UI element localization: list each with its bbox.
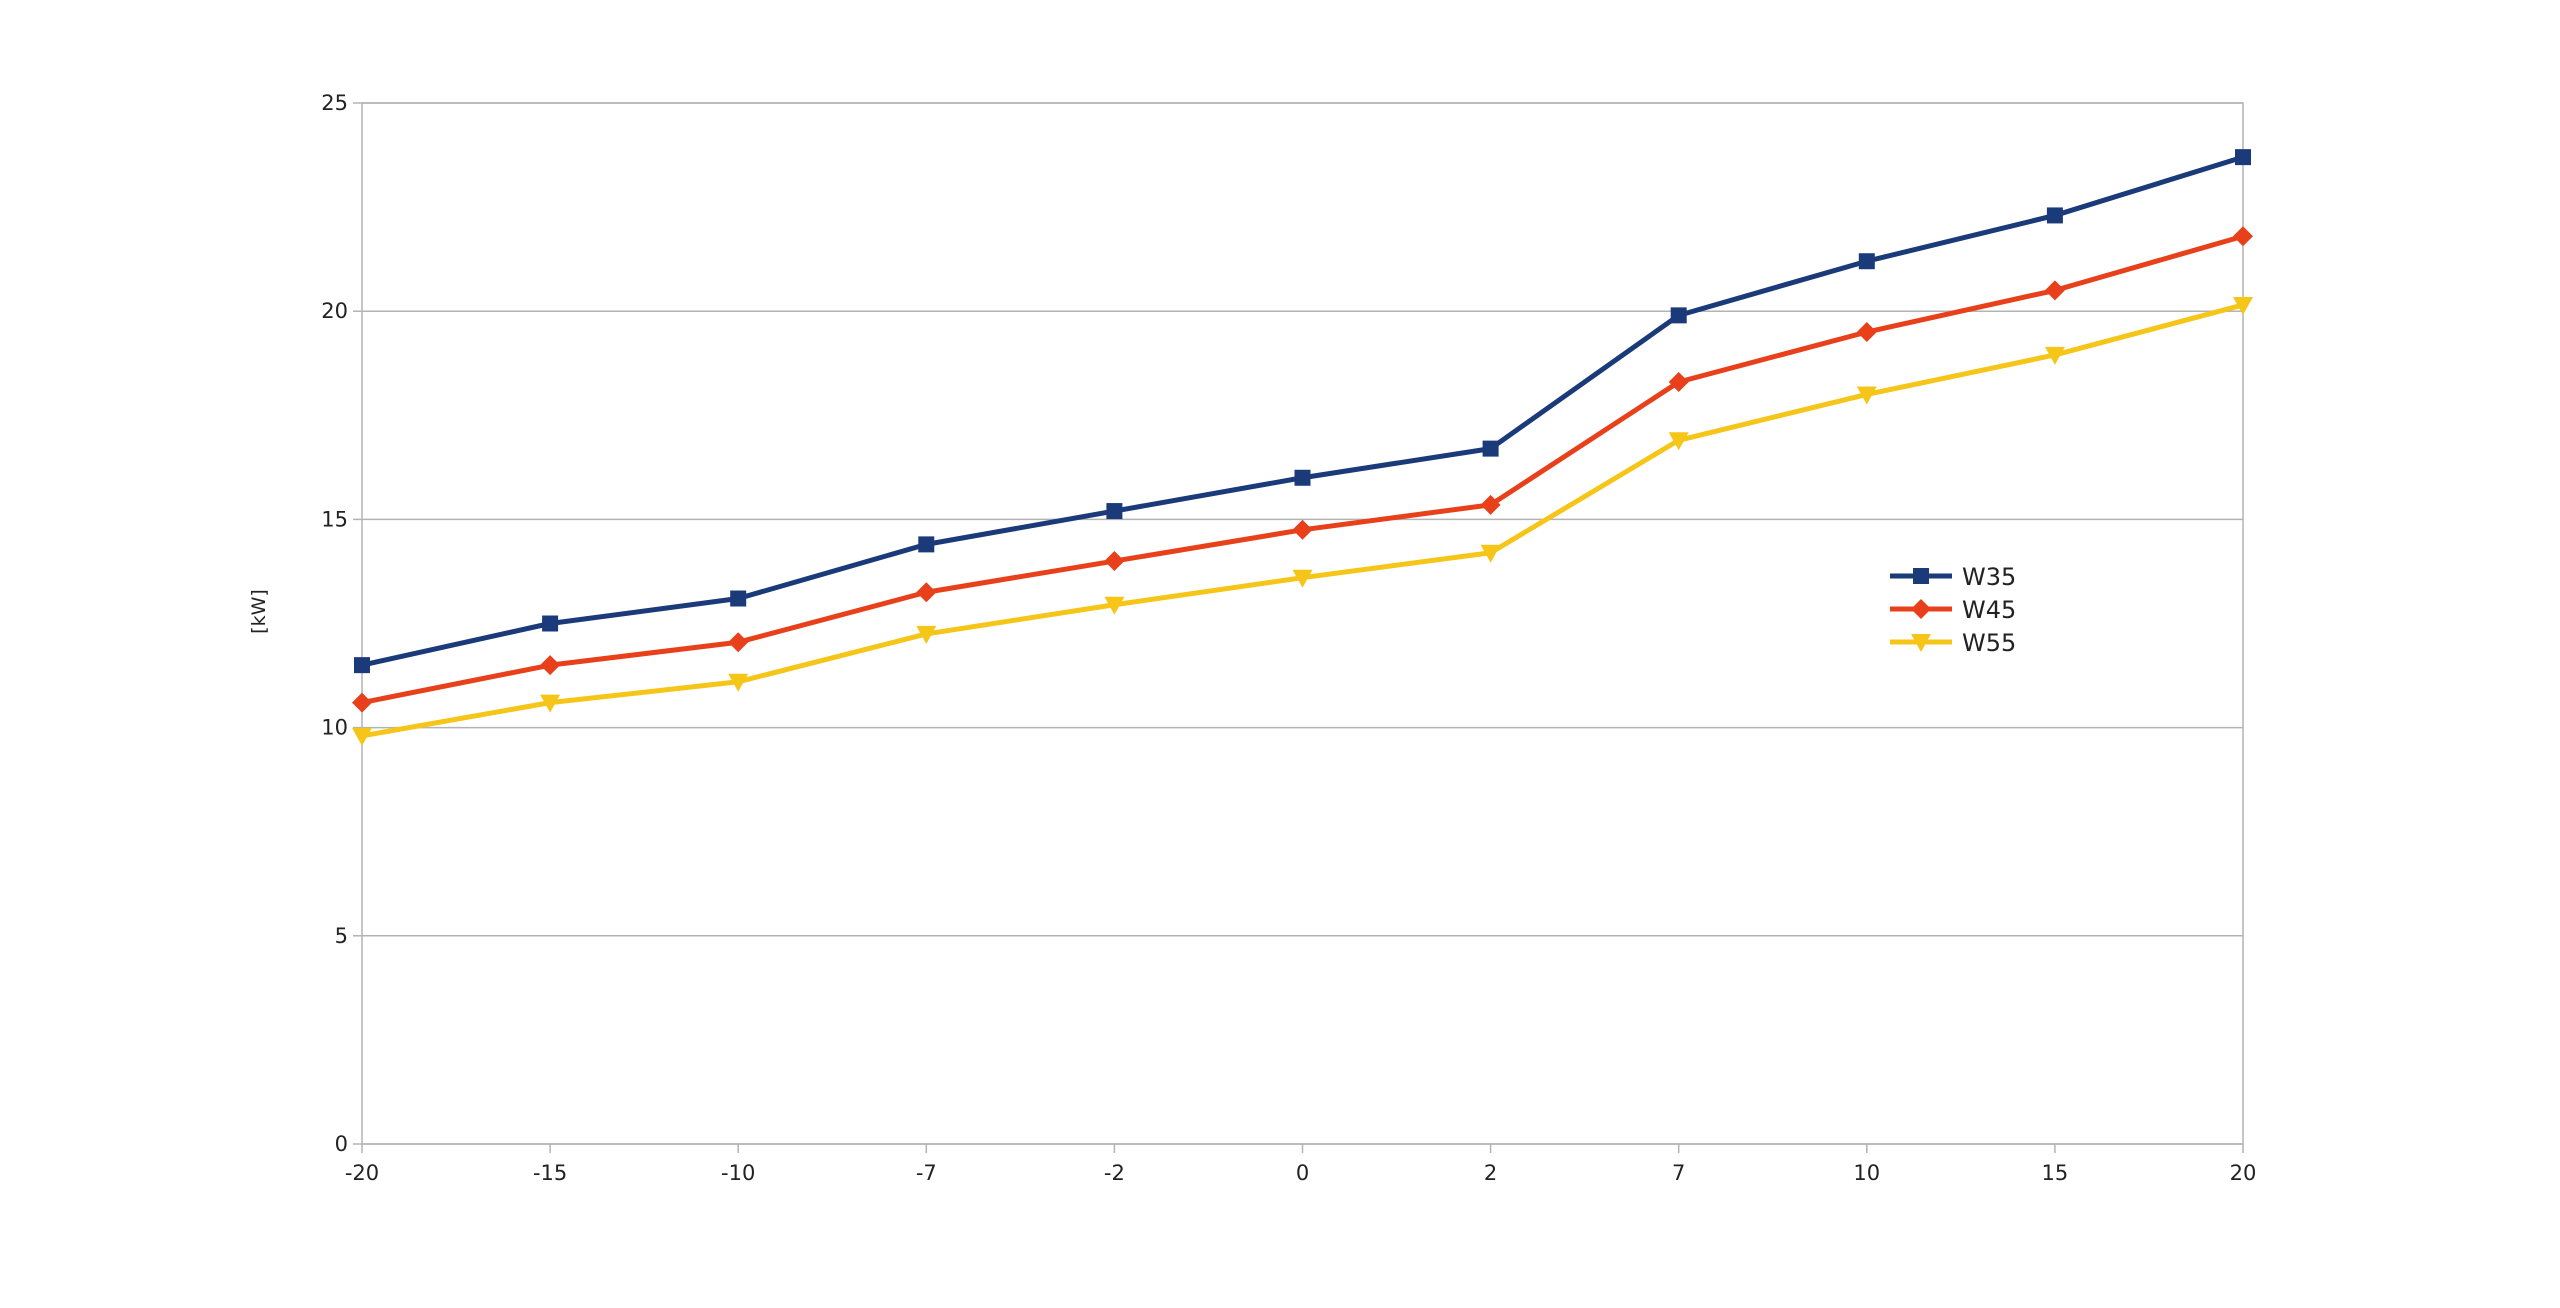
legend-entry-w55: W55 (1890, 629, 2016, 657)
series-w55 (352, 296, 2253, 746)
data-point (728, 673, 749, 692)
data-point (1292, 569, 1313, 588)
data-point (1480, 544, 1501, 563)
series-line (359, 233, 2246, 706)
data-point (1292, 519, 1313, 540)
data-point (1856, 322, 1877, 343)
y-tick-label: 10 (321, 716, 348, 740)
data-point (2044, 346, 2065, 365)
data-point (1482, 440, 1499, 457)
legend-swatch-marker (1911, 634, 1931, 652)
data-point (1668, 432, 1689, 451)
data-point (1670, 307, 1687, 324)
legend-swatch-marker (1913, 568, 1929, 584)
y-tick-label: 5 (335, 924, 348, 948)
x-tick-label: -2 (1104, 1161, 1125, 1185)
data-point (352, 727, 372, 746)
legend-entry-w45: W45 (1890, 596, 2016, 624)
data-point (2044, 280, 2065, 301)
y-tick-label: 0 (335, 1132, 348, 1156)
x-tick-label: -15 (533, 1161, 567, 1185)
data-point (730, 590, 747, 607)
data-point (1104, 551, 1125, 572)
data-point (918, 536, 935, 553)
data-point (542, 615, 559, 632)
x-tick-label: -7 (916, 1161, 937, 1185)
data-point (1480, 494, 1501, 515)
data-point (2235, 149, 2251, 166)
series-w35 (354, 149, 2251, 674)
data-point (354, 657, 370, 674)
x-tick-label: -10 (721, 1161, 755, 1185)
grid-layer (362, 102, 2243, 1145)
data-point (728, 632, 749, 653)
x-tick-label: 20 (2230, 1161, 2257, 1185)
data-point (540, 655, 561, 676)
y-axis-title: [kW] (248, 589, 270, 634)
data-point (1104, 596, 1125, 615)
y-tick-label: 15 (321, 507, 348, 531)
data-point (1856, 386, 1877, 405)
legend-label: W55 (1962, 629, 2016, 657)
data-point (916, 625, 937, 644)
data-point (1106, 503, 1123, 520)
plot-frame (361, 102, 2244, 1145)
legend-entry-w35: W35 (1890, 563, 2016, 591)
data-point (1294, 469, 1311, 486)
y-tick-label: 20 (321, 299, 348, 323)
data-point (916, 582, 937, 603)
data-point (352, 692, 372, 713)
data-point (2233, 296, 2253, 315)
data-point (2046, 207, 2063, 224)
legend-swatch-marker (1911, 599, 1931, 619)
x-tick-label: 7 (1672, 1161, 1685, 1185)
series-line (359, 154, 2246, 668)
data-point (1668, 371, 1689, 392)
x-tick-label: 0 (1296, 1161, 1309, 1185)
y-tick-label: 25 (321, 91, 348, 115)
data-point (1858, 253, 1875, 270)
series-w45 (352, 226, 2253, 713)
series-layer (352, 149, 2253, 746)
x-tick-label: 2 (1484, 1161, 1497, 1185)
legend-label: W45 (1962, 596, 2016, 624)
data-point (2233, 226, 2253, 247)
x-tick-label: 15 (2042, 1161, 2069, 1185)
x-tick-label: -20 (345, 1161, 379, 1185)
legend: W35 W45 W55 (1890, 563, 2016, 657)
data-point (540, 694, 561, 713)
x-tick-label: 10 (1853, 1161, 1880, 1185)
legend-label: W35 (1962, 563, 2016, 591)
